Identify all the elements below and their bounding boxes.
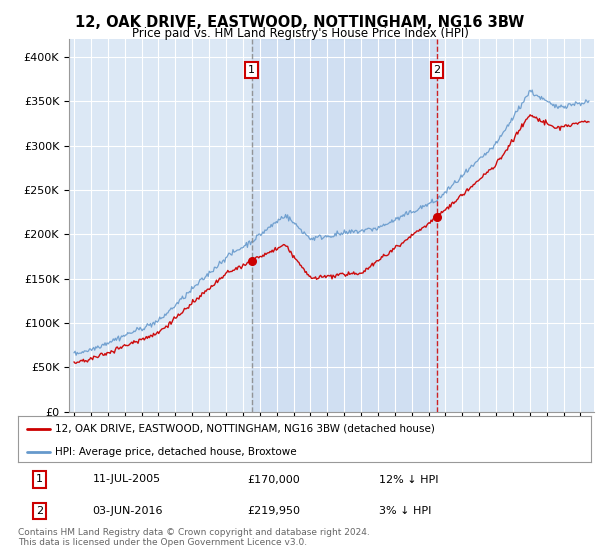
Text: 1: 1 <box>36 474 43 484</box>
Text: Contains HM Land Registry data © Crown copyright and database right 2024.
This d: Contains HM Land Registry data © Crown c… <box>18 528 370 547</box>
Text: 12, OAK DRIVE, EASTWOOD, NOTTINGHAM, NG16 3BW (detached house): 12, OAK DRIVE, EASTWOOD, NOTTINGHAM, NG1… <box>55 424 435 434</box>
Text: £170,000: £170,000 <box>247 474 300 484</box>
Text: 2: 2 <box>433 65 440 75</box>
Bar <box>251 39 437 412</box>
Text: Price paid vs. HM Land Registry's House Price Index (HPI): Price paid vs. HM Land Registry's House … <box>131 27 469 40</box>
Text: 03-JUN-2016: 03-JUN-2016 <box>92 506 163 516</box>
Text: 12, OAK DRIVE, EASTWOOD, NOTTINGHAM, NG16 3BW: 12, OAK DRIVE, EASTWOOD, NOTTINGHAM, NG1… <box>76 15 524 30</box>
Text: 11-JUL-2005: 11-JUL-2005 <box>92 474 161 484</box>
Text: £219,950: £219,950 <box>247 506 300 516</box>
Text: 3% ↓ HPI: 3% ↓ HPI <box>379 506 431 516</box>
Text: 2: 2 <box>36 506 43 516</box>
Text: 12% ↓ HPI: 12% ↓ HPI <box>379 474 439 484</box>
Text: HPI: Average price, detached house, Broxtowe: HPI: Average price, detached house, Brox… <box>55 447 297 457</box>
Text: 1: 1 <box>248 65 255 75</box>
